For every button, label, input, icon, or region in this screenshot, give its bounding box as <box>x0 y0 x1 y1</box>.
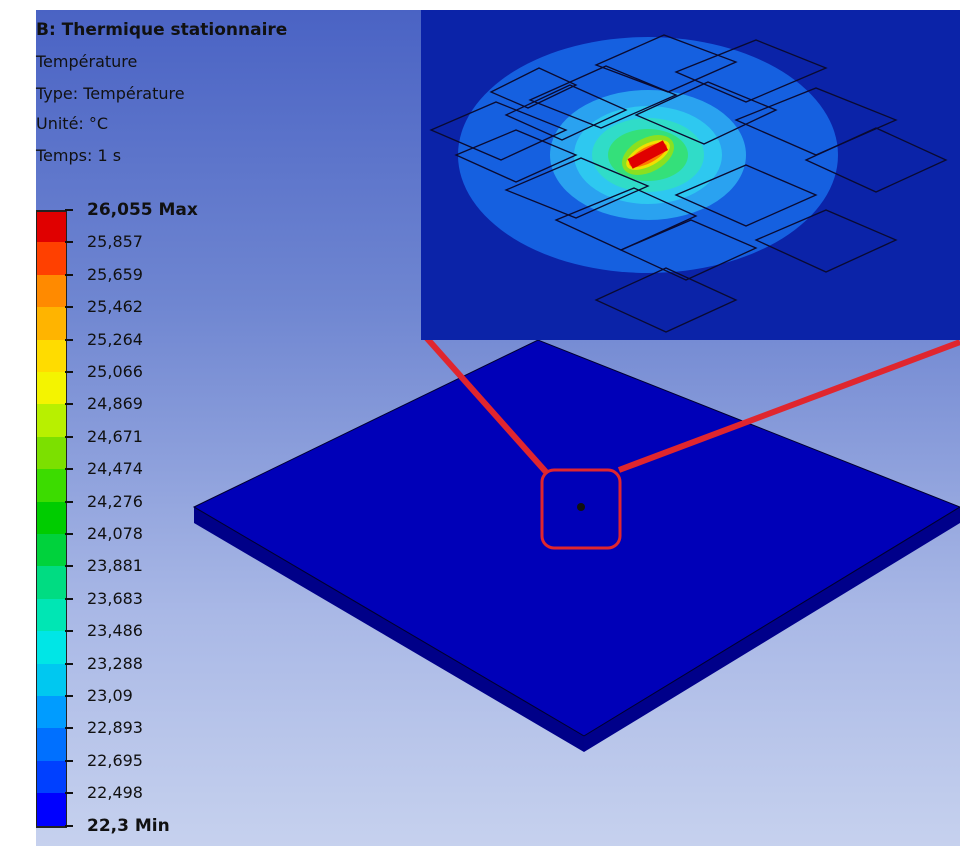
result-type: Type: Température <box>36 84 185 103</box>
legend-label: 22,695 <box>87 750 143 770</box>
plate-right-face <box>584 507 960 752</box>
callout-line-left <box>421 333 549 474</box>
legend-label: 23,881 <box>87 556 143 576</box>
graphics-viewport[interactable] <box>36 10 960 846</box>
legend-swatch <box>36 436 67 470</box>
callout-line-right <box>617 339 960 473</box>
legend-label: 25,462 <box>87 297 143 317</box>
legend-swatch <box>36 210 67 245</box>
legend-label: 25,066 <box>87 362 143 381</box>
plate[interactable] <box>192 339 960 752</box>
legend-swatch <box>36 404 67 438</box>
legend-tick <box>65 727 73 730</box>
legend-tick <box>65 209 73 211</box>
legend-swatch <box>36 274 67 308</box>
legend-label: 24,671 <box>87 426 143 446</box>
legend-label: 24,276 <box>87 491 143 511</box>
zoom-highlight-box[interactable] <box>540 468 622 550</box>
legend-label: 25,857 <box>87 232 143 252</box>
legend-swatch <box>36 534 67 567</box>
zoom-callout <box>421 333 960 550</box>
legend-swatch <box>36 372 67 405</box>
legend-tick <box>65 500 73 503</box>
legend-swatch <box>36 566 67 600</box>
legend-label: 22,893 <box>87 718 143 738</box>
result-variable: Température <box>36 52 138 71</box>
legend-label: 23,683 <box>87 588 143 608</box>
legend-swatch <box>36 696 67 729</box>
legend-swatch <box>36 598 67 632</box>
legend-swatch <box>36 501 67 535</box>
legend-label: 24,474 <box>87 459 143 479</box>
legend-tick <box>65 792 73 795</box>
legend-tick <box>65 338 73 341</box>
legend-tick <box>65 533 73 535</box>
result-time: Temps: 1 s <box>36 146 122 165</box>
legend-tick <box>65 371 73 373</box>
plate-top-face[interactable] <box>192 339 960 737</box>
plate-front-face <box>194 507 584 752</box>
legend-swatch <box>36 728 67 762</box>
legend-tick <box>65 695 73 697</box>
legend-swatch <box>36 307 67 341</box>
result-unit: Unité: °C <box>36 114 109 133</box>
legend-tick <box>65 630 73 633</box>
legend-label: 23,486 <box>87 621 143 641</box>
legend-tick <box>65 306 73 309</box>
legend-min-label: 22,3 Min <box>87 815 170 836</box>
mesh-outlines <box>429 34 948 333</box>
legend-label: 22,498 <box>87 783 143 803</box>
legend-label: 23,09 <box>87 686 133 705</box>
legend-swatch <box>36 793 67 829</box>
model-view[interactable] <box>36 10 960 846</box>
legend-swatch <box>36 631 67 665</box>
legend-tick <box>65 403 73 406</box>
legend-tick <box>65 759 73 762</box>
legend-swatch <box>36 242 67 276</box>
legend-swatch <box>36 663 67 697</box>
legend-tick <box>65 824 73 827</box>
legend-tick <box>65 597 73 600</box>
legend-tick <box>65 662 73 665</box>
legend-tick <box>65 241 73 244</box>
legend-label: 25,659 <box>87 264 143 284</box>
contour-core <box>627 140 669 169</box>
legend-tick <box>65 273 73 276</box>
legend-label: 25,264 <box>87 329 143 349</box>
zoom-inset[interactable] <box>421 10 960 340</box>
legend-label: 24,078 <box>87 524 143 543</box>
legend-label: 24,869 <box>87 394 143 414</box>
color-legend[interactable]: 26,055 Max 25,857 25,659 25,462 25,264 25,066… <box>36 200 236 836</box>
legend-tick <box>65 565 73 568</box>
legend-label: 23,288 <box>87 653 143 673</box>
legend-max-label: 26,055 Max <box>87 200 198 220</box>
legend-swatch <box>36 469 67 503</box>
legend-tick <box>65 468 73 471</box>
legend-swatch <box>36 760 67 794</box>
result-title: B: Thermique stationnaire <box>36 20 288 40</box>
legend-swatch <box>36 339 67 373</box>
legend-tick <box>65 435 73 438</box>
heat-source-dot[interactable] <box>577 503 585 511</box>
